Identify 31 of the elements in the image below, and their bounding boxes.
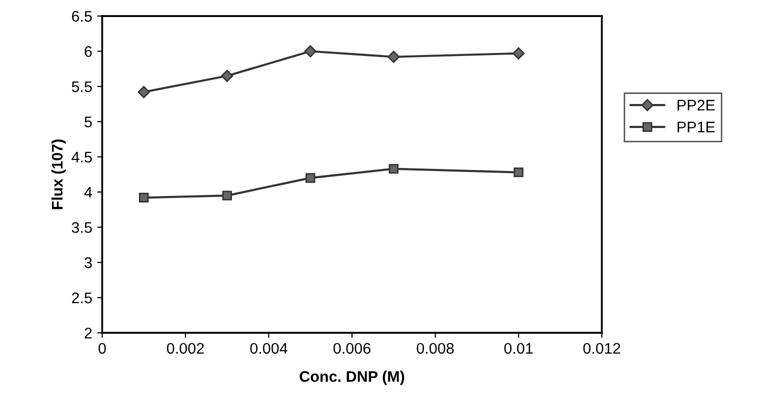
point (221, 70, 234, 82)
x-tick-label: 0.004 (250, 342, 288, 354)
point (222, 190, 232, 200)
y-tick-label: 6 (84, 46, 92, 57)
point (388, 50, 400, 63)
y-tick-label: 4.5 (72, 152, 92, 163)
y-tick-label: 4 (84, 187, 92, 198)
point (138, 86, 150, 98)
x-tick-label: 0.01 (504, 342, 533, 354)
y-tick-label: 3 (84, 257, 92, 268)
x-tick-label: 0.002 (166, 342, 204, 354)
y-tick-label: 2 (84, 328, 92, 338)
point (388, 164, 398, 174)
x-tick-label: 0.008 (416, 342, 454, 354)
point (512, 47, 525, 60)
legend-label: PP1E (678, 122, 715, 132)
y-tick-label: 6.5 (72, 10, 92, 22)
point (514, 167, 524, 178)
y-tick-label: 2.5 (72, 292, 92, 304)
x-tick-label: 0.006 (333, 342, 370, 354)
y-tick-label: 5 (84, 116, 92, 128)
x-tick-label: 0 (98, 342, 106, 354)
y-tick-label: 5.5 (72, 81, 92, 92)
legend-label: PP2E (678, 100, 715, 110)
y-axis-title: Flux (107) (51, 140, 66, 210)
point (306, 173, 316, 183)
y-tick-label: 3.5 (72, 222, 92, 233)
x-tick-label: 0.012 (583, 342, 620, 354)
point (138, 192, 149, 203)
x-axis-title: Conc. DNP (M) (300, 370, 404, 385)
point (304, 45, 316, 58)
